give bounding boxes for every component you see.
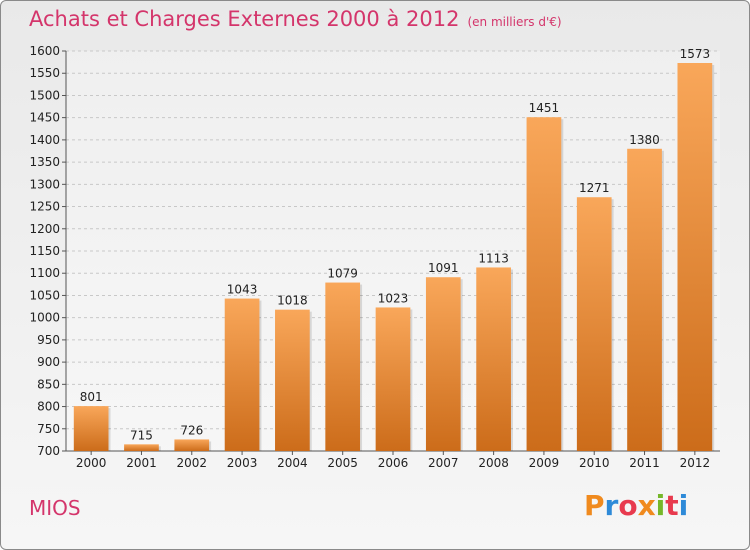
y-tick-label: 1500 bbox=[29, 88, 60, 102]
y-tick-label: 750 bbox=[37, 422, 60, 436]
bar bbox=[526, 117, 562, 451]
y-tick-label: 1550 bbox=[29, 66, 60, 80]
proxiti-logo: Proxiti bbox=[584, 489, 688, 522]
bar-value-label: 1271 bbox=[579, 181, 610, 195]
logo-letter: o bbox=[618, 489, 638, 522]
chart-subtitle: (en milliers d'€) bbox=[467, 15, 562, 29]
bar bbox=[275, 309, 310, 451]
x-tick-label: 2008 bbox=[478, 456, 509, 470]
y-tick-label: 1600 bbox=[29, 44, 60, 58]
y-tick-label: 1150 bbox=[29, 244, 60, 258]
place-name: MIOS bbox=[29, 496, 81, 520]
bar bbox=[476, 267, 511, 451]
y-tick-label: 700 bbox=[37, 444, 60, 458]
y-tick-label: 1200 bbox=[29, 222, 60, 236]
bar-value-label: 1079 bbox=[327, 267, 358, 281]
y-tick-label: 1400 bbox=[29, 133, 60, 147]
bar-value-label: 1113 bbox=[478, 251, 509, 265]
bar-value-label: 1018 bbox=[277, 294, 308, 308]
bar bbox=[325, 282, 361, 451]
y-tick-label: 800 bbox=[37, 400, 60, 414]
x-tick-label: 2003 bbox=[227, 456, 258, 470]
bar bbox=[73, 406, 109, 451]
y-tick-label: 900 bbox=[37, 355, 60, 369]
bar bbox=[174, 439, 210, 451]
bar bbox=[124, 444, 159, 451]
bar-value-label: 715 bbox=[130, 428, 153, 442]
bar bbox=[576, 197, 612, 451]
y-tick-label: 1050 bbox=[29, 288, 60, 302]
y-tick-label: 1100 bbox=[29, 266, 60, 280]
logo-letter: P bbox=[584, 489, 605, 522]
y-tick-label: 1300 bbox=[29, 177, 60, 191]
x-tick-label: 2012 bbox=[680, 456, 711, 470]
y-tick-label: 1000 bbox=[29, 311, 60, 325]
y-tick-label: 850 bbox=[37, 377, 60, 391]
bar bbox=[375, 307, 411, 451]
x-tick-label: 2000 bbox=[76, 456, 107, 470]
logo-letter: x bbox=[637, 489, 656, 522]
bar-value-label: 1380 bbox=[629, 133, 660, 147]
x-tick-label: 2010 bbox=[579, 456, 610, 470]
bar bbox=[425, 277, 461, 451]
bar-value-label: 1023 bbox=[378, 291, 409, 305]
x-tick-label: 2011 bbox=[629, 456, 660, 470]
x-tick-label: 2004 bbox=[277, 456, 308, 470]
x-tick-label: 2006 bbox=[378, 456, 409, 470]
chart-title-text: Achats et Charges Externes 2000 à 2012 bbox=[29, 7, 460, 31]
bar-value-label: 1091 bbox=[428, 261, 459, 275]
bar bbox=[627, 148, 662, 451]
logo-letter: i bbox=[655, 489, 666, 522]
bar bbox=[224, 298, 260, 451]
chart-title: Achats et Charges Externes 2000 à 2012 (e… bbox=[29, 7, 562, 31]
y-tick-label: 1250 bbox=[29, 200, 60, 214]
logo-letter: r bbox=[604, 489, 619, 522]
x-tick-label: 2009 bbox=[529, 456, 560, 470]
bar-value-label: 1573 bbox=[680, 47, 711, 61]
bar-value-label: 726 bbox=[180, 423, 203, 437]
x-tick-label: 2001 bbox=[126, 456, 157, 470]
bar-value-label: 801 bbox=[80, 390, 103, 404]
logo-letter: i bbox=[678, 489, 689, 522]
x-tick-label: 2007 bbox=[428, 456, 459, 470]
y-tick-label: 1350 bbox=[29, 155, 60, 169]
y-tick-label: 1450 bbox=[29, 111, 60, 125]
bar-value-label: 1451 bbox=[529, 101, 560, 115]
logo-letter: t bbox=[665, 489, 679, 522]
bar bbox=[677, 63, 713, 451]
bar-value-label: 1043 bbox=[227, 283, 258, 297]
x-tick-label: 2002 bbox=[176, 456, 207, 470]
y-tick-label: 950 bbox=[37, 333, 60, 347]
x-tick-label: 2005 bbox=[327, 456, 358, 470]
